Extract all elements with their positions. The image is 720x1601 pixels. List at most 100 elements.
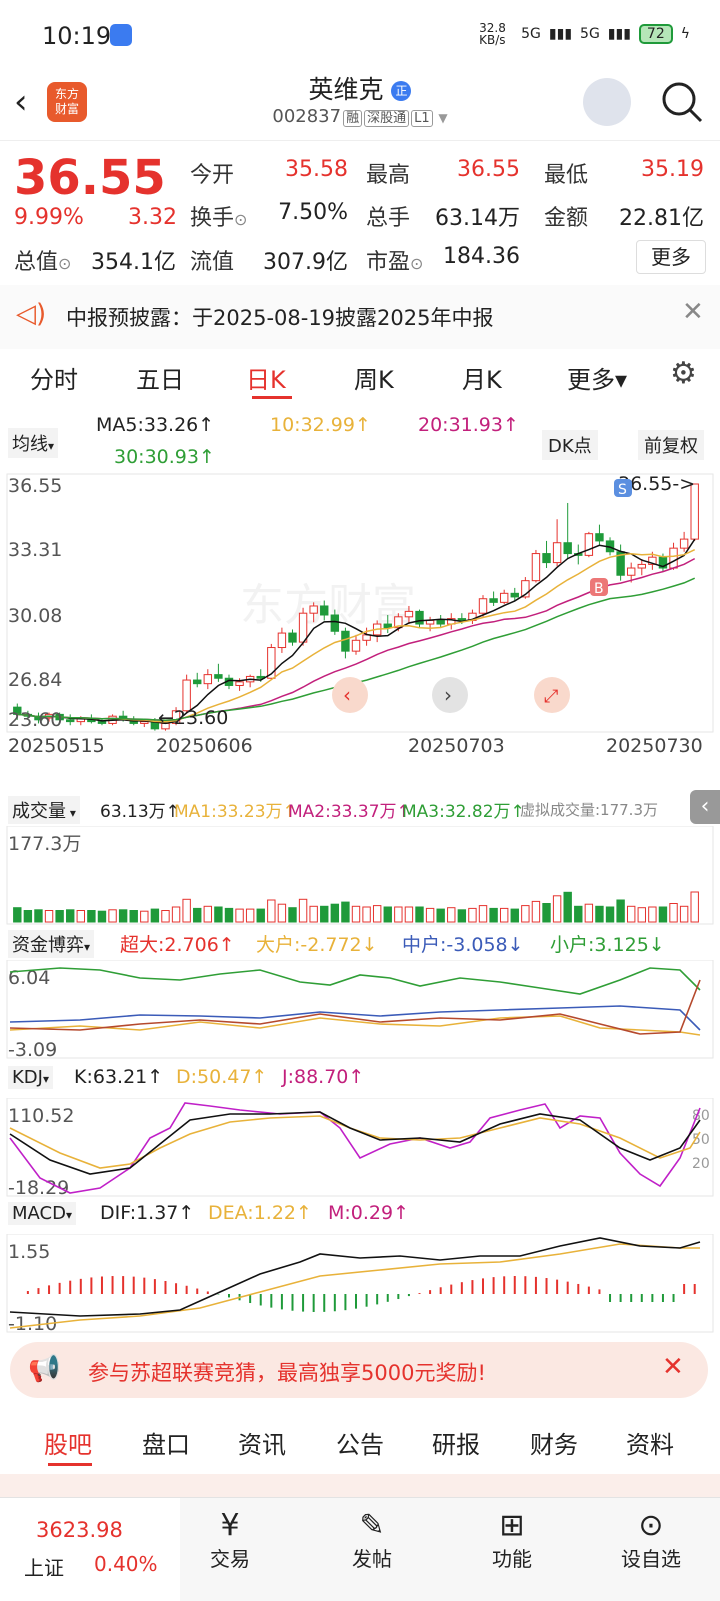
tab-news[interactable]: 资讯	[238, 1431, 286, 1459]
promo-banner[interactable]: 📢 参与苏超联赛竞猜，最高独享5000元奖励! ✕	[10, 1342, 708, 1398]
volume-bar	[690, 891, 699, 923]
back-icon[interactable]: ‹	[14, 82, 28, 122]
volume-bar	[214, 906, 223, 923]
volume-bar	[574, 905, 583, 923]
tab-profile[interactable]: 资料	[626, 1431, 674, 1459]
nav-add-watchlist[interactable]: ⊙ 设自选	[606, 1508, 696, 1572]
nav-functions[interactable]: ⊞ 功能	[472, 1508, 552, 1572]
volume-select[interactable]: 成交量 ▾	[8, 796, 80, 824]
kdj-80: 80	[692, 1108, 710, 1124]
index-ticker[interactable]: 3623.98 上证 0.40%	[0, 1498, 180, 1601]
candle	[267, 647, 276, 679]
tab-guba[interactable]: 股吧	[44, 1431, 92, 1459]
buy-marker[interactable]	[590, 578, 608, 596]
bottom-nav: 3623.98 上证 0.40% ¥ 交易 ✎ 发帖 ⊞ 功能 ⊙ 设自选	[0, 1497, 720, 1601]
prev-chevron-icon: ‹	[343, 683, 351, 707]
candle	[277, 632, 287, 649]
flow-bottom-label: -3.09	[8, 1039, 57, 1060]
tab-research[interactable]: 研报	[432, 1431, 480, 1459]
tab-daily-k[interactable]: 日K	[246, 366, 286, 394]
volume-axis-label: 177.3万	[8, 833, 81, 855]
next-chevron-icon: ›	[444, 683, 452, 707]
tab-minute[interactable]: 分时	[30, 366, 78, 394]
candle	[478, 598, 488, 614]
sell-marker[interactable]	[614, 479, 632, 497]
dropdown-icon[interactable]: ▼	[438, 111, 448, 125]
news-bar[interactable]: ◁) 中报预披露：于2025-08-19披露2025年中报 ✕	[0, 285, 720, 349]
candle	[415, 610, 424, 625]
next-icon[interactable]	[432, 677, 468, 713]
nav-post[interactable]: ✎ 发帖	[332, 1508, 412, 1572]
volume-bar	[341, 901, 350, 923]
candle	[584, 533, 594, 556]
flow-medium-line	[9, 1005, 701, 1031]
stock-name: 英维克 正	[0, 70, 720, 106]
prev-icon[interactable]	[332, 677, 368, 713]
candle	[690, 483, 699, 540]
side-panel-toggle-icon[interactable]: ‹	[690, 790, 720, 824]
ma-select[interactable]: 均线▾	[8, 428, 59, 458]
candle	[288, 632, 297, 643]
volume-bar	[330, 903, 340, 923]
tab-weekly-k[interactable]: 周K	[354, 366, 394, 394]
macd-dea-line	[9, 1243, 700, 1329]
volume-chart: 177.3万	[6, 826, 714, 925]
macd-select[interactable]: MACD▾	[8, 1202, 76, 1225]
tab-monthly-k[interactable]: 月K	[462, 366, 502, 394]
macd-bottom-label: -1.10	[8, 1313, 57, 1334]
volume-bar	[637, 907, 646, 923]
link-app-icon	[110, 24, 132, 46]
fund-flow-select[interactable]: 资金博弈▾	[8, 930, 95, 958]
settings-gear-icon[interactable]: ⚙	[670, 356, 697, 391]
adjust-select[interactable]: 前复权	[638, 430, 704, 460]
volume-bar	[415, 906, 424, 923]
tab-finance[interactable]: 财务	[530, 1431, 578, 1459]
tab-announcement[interactable]: 公告	[336, 1431, 384, 1459]
high-label: 最高	[366, 163, 411, 188]
tab-more[interactable]: 更多▾	[567, 366, 628, 394]
tab-five-day[interactable]: 五日	[136, 366, 184, 394]
volume-bar	[383, 906, 392, 923]
last-price: 36.55	[14, 150, 166, 206]
kdj-k-line	[9, 1111, 701, 1175]
volume-bar	[150, 908, 160, 923]
banner-close-icon[interactable]: ✕	[662, 1352, 684, 1382]
y-label-1: 33.31	[8, 539, 62, 561]
nav-trade[interactable]: ¥ 交易	[190, 1508, 270, 1572]
volume-bar	[658, 906, 668, 923]
candle	[320, 605, 329, 616]
volume-bar	[679, 905, 689, 923]
close-icon[interactable]: ✕	[682, 297, 704, 327]
volume-bar	[595, 905, 604, 923]
kdj-j: J:88.70↑	[282, 1066, 365, 1088]
more-button[interactable]: 更多	[636, 240, 706, 274]
volume-bar	[256, 908, 265, 923]
volume-bar	[320, 905, 329, 923]
flow-large: 大户:-2.772↓	[256, 934, 378, 956]
index-name: 上证	[24, 1556, 64, 1580]
stock-code-row: 002837 融深股通 L1 ▼	[0, 106, 720, 127]
speaker-icon: ◁)	[16, 299, 47, 329]
y-label-4: 23.60	[8, 709, 62, 731]
kdj-d: D:50.47↑	[176, 1066, 268, 1088]
robot-avatar[interactable]	[583, 78, 631, 126]
banner-text: 参与苏超联赛竞猜，最高独享5000元奖励!	[88, 1361, 486, 1385]
volume-bar	[129, 910, 138, 923]
candle	[341, 630, 350, 652]
search-icon[interactable]	[660, 80, 704, 124]
macd-frame	[6, 1234, 714, 1333]
megaphone-icon: 📢	[28, 1354, 61, 1384]
volume-bar	[542, 903, 551, 923]
candle	[648, 556, 657, 565]
dk-point-toggle[interactable]: DK点	[542, 430, 598, 460]
expand-icon[interactable]	[534, 677, 570, 713]
feed-preview-strip	[0, 1474, 720, 1498]
candle	[298, 612, 308, 643]
tab-pankou[interactable]: 盘口	[142, 1431, 190, 1459]
kdj-select[interactable]: KDJ▾	[8, 1066, 54, 1089]
volume-bar	[13, 907, 22, 923]
candle	[679, 538, 689, 549]
volume-bar	[372, 905, 382, 923]
buy-marker-text: B	[594, 581, 604, 597]
